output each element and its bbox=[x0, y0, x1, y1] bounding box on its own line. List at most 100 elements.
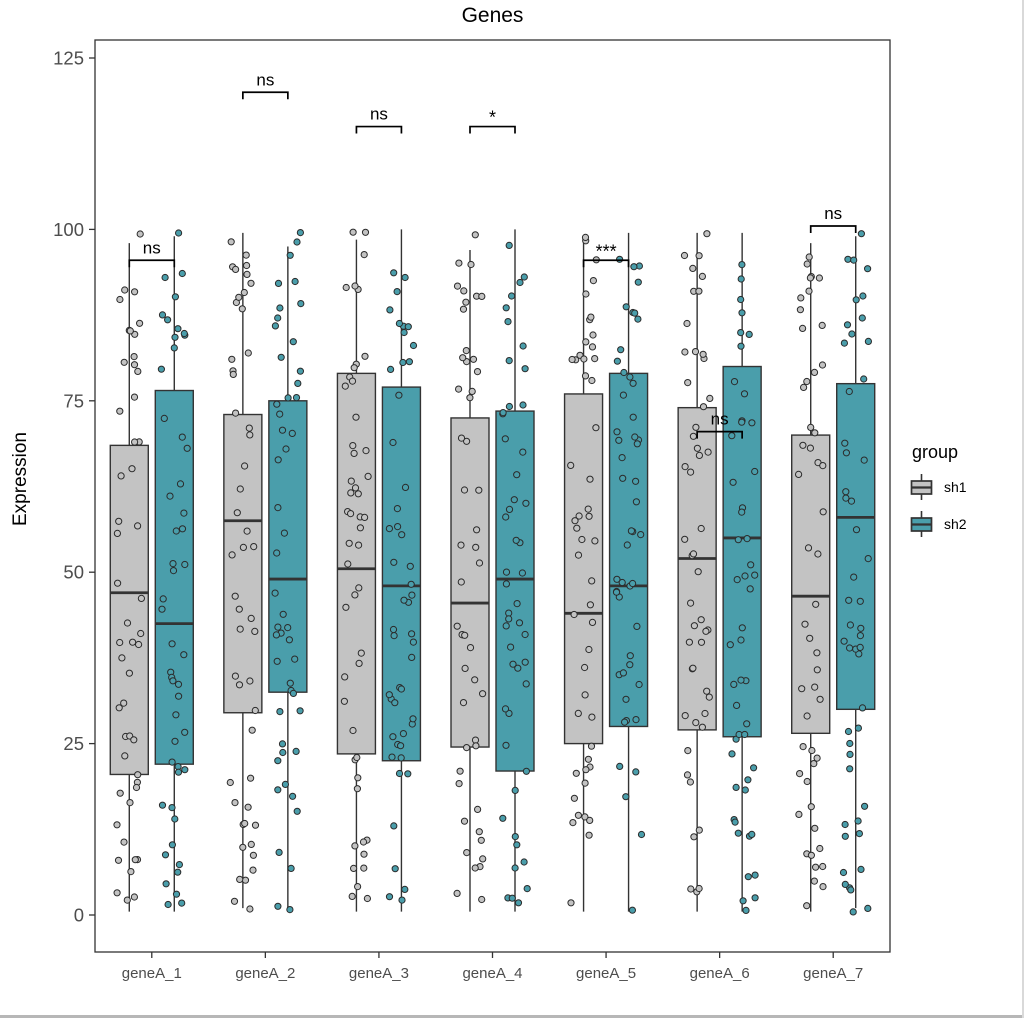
jitter-point bbox=[463, 849, 471, 857]
jitter-point bbox=[168, 640, 176, 648]
jitter-point bbox=[737, 295, 745, 304]
jitter-points-geneA_7-sh2 bbox=[839, 230, 873, 916]
sig-bracket-geneA_5 bbox=[582, 259, 630, 268]
jitter-point bbox=[345, 539, 353, 547]
jitter-point bbox=[274, 279, 283, 287]
jitter-point bbox=[277, 353, 285, 361]
jitter-point bbox=[344, 560, 352, 568]
jitter-point bbox=[278, 740, 287, 748]
jitter-point bbox=[572, 769, 580, 777]
jitter-point bbox=[737, 636, 745, 644]
jitter-point bbox=[175, 229, 183, 237]
jitter-point bbox=[511, 786, 519, 795]
jitter-points-geneA_3-sh1 bbox=[340, 228, 372, 903]
jitter-point bbox=[686, 778, 695, 786]
jitter-point bbox=[811, 429, 819, 437]
jitter-point bbox=[236, 485, 244, 493]
jitter-point bbox=[743, 535, 751, 543]
jitter-point bbox=[340, 697, 348, 705]
jitter-point bbox=[505, 402, 513, 411]
jitter-point bbox=[116, 638, 124, 647]
jitter-point bbox=[288, 429, 296, 437]
jitter-point bbox=[180, 329, 188, 338]
jitter-point bbox=[232, 265, 240, 273]
jitter-point bbox=[681, 712, 689, 720]
jitter-point bbox=[248, 726, 256, 734]
jitter-point bbox=[235, 681, 244, 689]
jitter-point bbox=[521, 658, 529, 666]
jitter-point bbox=[622, 695, 630, 703]
jitter-point bbox=[389, 733, 397, 741]
jitter-point bbox=[181, 728, 189, 736]
jitter-point bbox=[479, 855, 487, 863]
jitter-point bbox=[239, 543, 247, 552]
jitter-point bbox=[114, 579, 122, 587]
jitter-point bbox=[695, 252, 703, 260]
jitter-point bbox=[354, 774, 362, 782]
jitter-point bbox=[846, 621, 855, 629]
jitter-point bbox=[695, 884, 703, 893]
jitter-point bbox=[131, 288, 139, 296]
jitter-point bbox=[475, 486, 483, 494]
jitter-point bbox=[361, 352, 369, 360]
jitter-point bbox=[520, 858, 528, 866]
jitter-point bbox=[361, 513, 369, 522]
jitter-point bbox=[175, 861, 183, 869]
jitter-point bbox=[613, 428, 621, 436]
jitter-point bbox=[282, 445, 290, 453]
jitter-point bbox=[342, 283, 350, 292]
jitter-point bbox=[457, 541, 465, 549]
jitter-point bbox=[247, 774, 255, 782]
jitter-point bbox=[580, 355, 588, 363]
jitter-point bbox=[171, 333, 179, 341]
jitter-points-geneA_7-sh1 bbox=[795, 253, 827, 910]
jitter-point bbox=[582, 338, 590, 346]
jitter-point bbox=[685, 638, 694, 646]
jitter-point bbox=[738, 309, 746, 317]
jitter-point bbox=[134, 771, 142, 779]
sig-label-geneA_5: *** bbox=[596, 241, 617, 261]
jitter-point bbox=[169, 560, 177, 568]
jitter-point bbox=[502, 741, 510, 749]
jitter-point bbox=[251, 706, 259, 715]
jitter-point bbox=[174, 768, 183, 776]
jitter-point bbox=[795, 470, 803, 478]
jitter-point bbox=[341, 382, 349, 390]
jitter-point bbox=[240, 288, 248, 297]
jitter-point bbox=[737, 342, 745, 350]
jitter-point bbox=[271, 589, 279, 597]
jitter-point bbox=[293, 238, 301, 246]
jitter-point bbox=[819, 862, 827, 871]
jitter-point bbox=[453, 622, 461, 630]
jitter-point bbox=[573, 524, 581, 532]
jitter-point bbox=[740, 390, 749, 398]
jitter-point bbox=[633, 440, 641, 448]
y-tick-label: 75 bbox=[63, 390, 84, 411]
jitter-point bbox=[512, 536, 520, 544]
jitter-point bbox=[589, 331, 597, 339]
jitter-point bbox=[618, 578, 626, 587]
jitter-point bbox=[398, 896, 406, 904]
jitter-point bbox=[467, 260, 475, 269]
jitter-point bbox=[243, 261, 251, 270]
jitter-point bbox=[589, 277, 598, 285]
jitter-point bbox=[746, 585, 754, 593]
jitter-point bbox=[399, 730, 407, 738]
jitter-point bbox=[695, 287, 703, 295]
jitter-point bbox=[797, 294, 805, 302]
jitter-point bbox=[807, 851, 816, 859]
box-geneA_2-sh1 bbox=[223, 413, 263, 714]
jitter-point bbox=[859, 292, 867, 300]
y-tick-label: 125 bbox=[53, 48, 84, 69]
legend-title: group bbox=[912, 442, 959, 462]
jitter-point bbox=[631, 433, 639, 441]
jitter-points-geneA_1-sh2 bbox=[157, 229, 191, 909]
jitter-point bbox=[587, 313, 595, 321]
jitter-point bbox=[461, 664, 469, 673]
jitter-point bbox=[622, 793, 630, 801]
jitter-point bbox=[616, 762, 624, 771]
jitter-point bbox=[811, 824, 819, 832]
jitter-point bbox=[478, 895, 486, 904]
x-tick-label: geneA_6 bbox=[690, 965, 750, 982]
